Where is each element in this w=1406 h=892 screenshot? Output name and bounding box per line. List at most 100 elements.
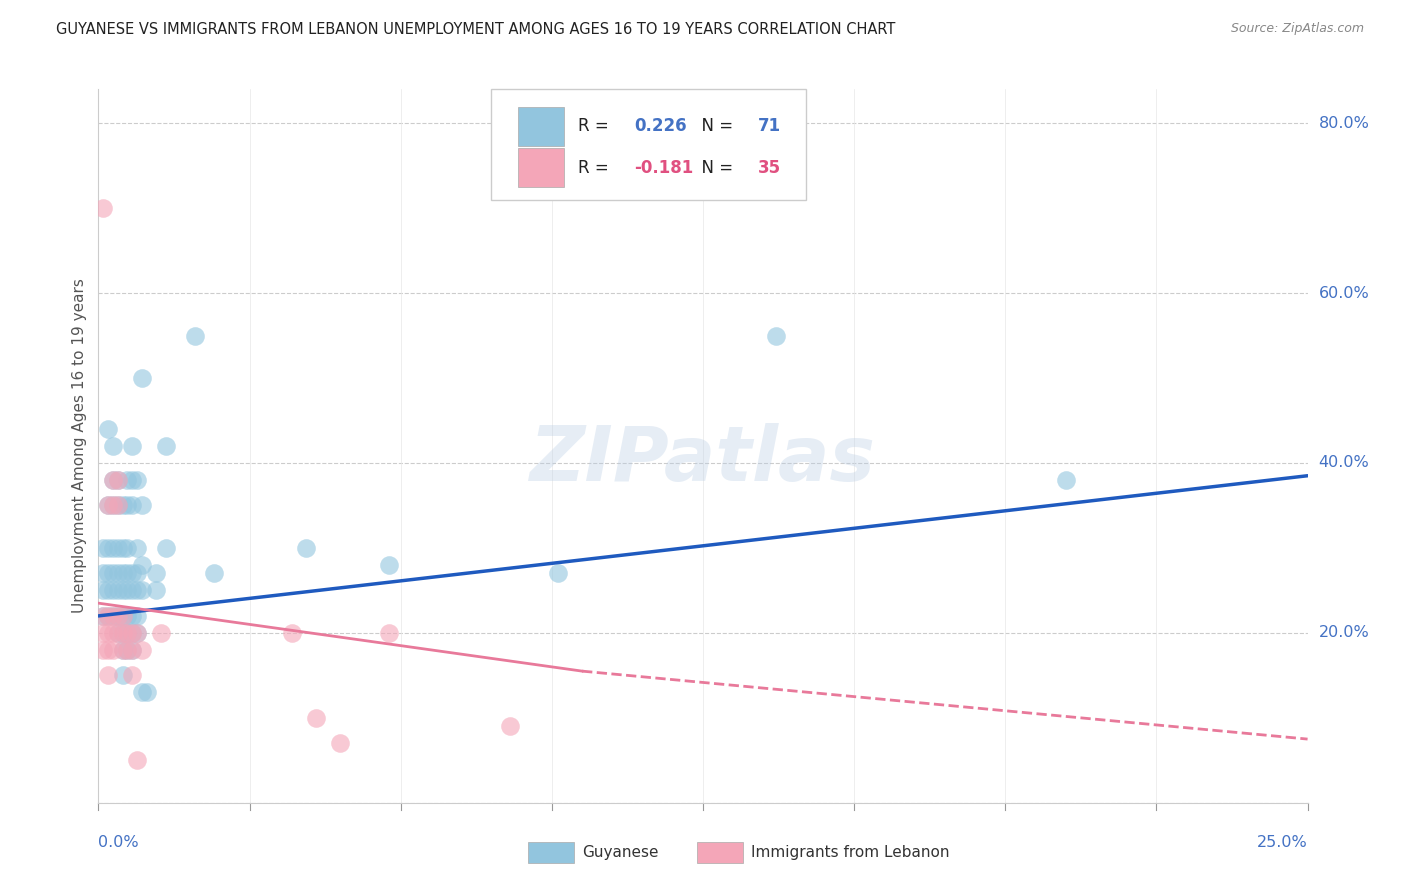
Point (107, 473, 129, 487)
Point (305, 711, 328, 725)
Point (295, 541, 318, 555)
Point (127, 541, 149, 555)
Point (97, 422, 120, 436)
Text: 35: 35 (758, 159, 780, 177)
Point (91, 201, 114, 215)
Point (111, 626, 134, 640)
Point (91, 626, 114, 640)
Text: -0.181: -0.181 (634, 159, 693, 177)
Point (107, 626, 129, 640)
Point (111, 566, 134, 581)
FancyBboxPatch shape (517, 148, 564, 187)
Point (111, 608, 134, 623)
Point (131, 583, 153, 598)
Point (97, 541, 120, 555)
Point (377, 558, 399, 572)
Point (117, 566, 139, 581)
Point (107, 626, 129, 640)
Point (97, 626, 120, 640)
Point (107, 473, 129, 487)
Point (150, 626, 173, 640)
Point (121, 608, 143, 623)
FancyBboxPatch shape (527, 842, 574, 863)
Point (91, 583, 114, 598)
Point (101, 473, 124, 487)
FancyBboxPatch shape (517, 107, 564, 146)
Point (111, 541, 134, 555)
Point (111, 583, 134, 598)
Point (101, 439, 124, 453)
Point (97, 608, 120, 623)
Point (107, 608, 129, 623)
Point (121, 626, 143, 640)
Y-axis label: Unemployment Among Ages 16 to 19 years: Unemployment Among Ages 16 to 19 years (72, 278, 87, 614)
Point (91, 566, 114, 581)
Text: N =: N = (690, 159, 738, 177)
Point (111, 643, 134, 657)
Text: 71: 71 (758, 118, 780, 136)
Point (127, 626, 149, 640)
Point (377, 626, 399, 640)
Point (97, 499, 120, 513)
Text: ZIPatlas: ZIPatlas (530, 424, 876, 497)
Point (101, 499, 124, 513)
Point (127, 626, 149, 640)
FancyBboxPatch shape (492, 89, 806, 200)
Point (107, 541, 129, 555)
Point (101, 643, 124, 657)
Point (155, 439, 177, 453)
Point (97, 499, 120, 513)
Point (131, 685, 153, 699)
Text: R =: R = (578, 118, 614, 136)
Point (97, 583, 120, 598)
Point (117, 541, 139, 555)
Point (97, 668, 120, 682)
Point (121, 583, 143, 598)
Point (97, 608, 120, 623)
Point (117, 473, 139, 487)
Text: 20.0%: 20.0% (1319, 625, 1369, 640)
Point (117, 608, 139, 623)
Point (127, 473, 149, 487)
Point (101, 583, 124, 598)
Text: 0.226: 0.226 (634, 118, 686, 136)
Point (121, 643, 143, 657)
Point (155, 541, 177, 555)
Point (131, 499, 153, 513)
Point (91, 608, 114, 623)
Point (111, 608, 134, 623)
Point (101, 626, 124, 640)
Text: 25.0%: 25.0% (1257, 835, 1308, 850)
Point (131, 643, 153, 657)
Text: 80.0%: 80.0% (1319, 116, 1369, 131)
Point (121, 643, 143, 657)
Point (107, 499, 129, 513)
Text: 40.0%: 40.0% (1319, 456, 1369, 470)
Point (111, 499, 134, 513)
Point (498, 719, 520, 733)
Text: Immigrants from Lebanon: Immigrants from Lebanon (751, 846, 950, 860)
Point (117, 643, 139, 657)
FancyBboxPatch shape (697, 842, 742, 863)
Point (117, 626, 139, 640)
Point (329, 736, 352, 750)
Point (107, 583, 129, 598)
Point (121, 499, 143, 513)
Point (117, 643, 139, 657)
Point (204, 566, 226, 581)
Point (107, 499, 129, 513)
Point (107, 608, 129, 623)
Point (101, 499, 124, 513)
Point (117, 583, 139, 598)
Point (547, 566, 569, 581)
Point (121, 439, 143, 453)
Point (127, 753, 149, 767)
Point (131, 558, 153, 572)
Point (765, 328, 787, 343)
Point (135, 685, 157, 699)
Text: 60.0%: 60.0% (1319, 285, 1369, 301)
Point (101, 608, 124, 623)
Point (121, 626, 143, 640)
Point (107, 566, 129, 581)
Point (121, 473, 143, 487)
